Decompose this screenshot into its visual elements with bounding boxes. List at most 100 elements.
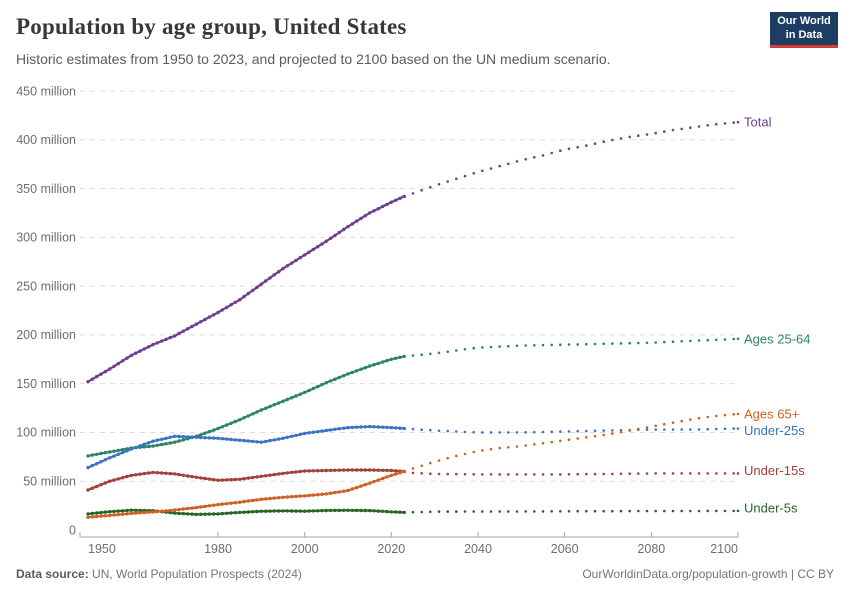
x-axis-tick-label: 1950 <box>88 542 116 556</box>
series-projection-dot <box>706 124 709 127</box>
series-projection-dot <box>723 427 727 431</box>
series-projection-dot <box>602 140 605 143</box>
series-projection-dot <box>541 510 545 513</box>
series-projection-dot <box>645 509 649 513</box>
series-under-15s[interactable]: Under-15s <box>86 463 805 492</box>
series-projection-dot <box>515 510 519 513</box>
series-projection-dot <box>411 192 415 195</box>
series-projection-dot <box>715 472 718 475</box>
series-projection-dot <box>736 509 740 513</box>
series-projection-dot <box>498 473 502 476</box>
series-projection-dot <box>637 341 640 345</box>
series-projection-dot <box>541 473 545 476</box>
series-projection-dot <box>576 343 579 346</box>
series-projection-dot <box>732 337 735 341</box>
series-projection-dot <box>437 429 441 433</box>
series-projection-dot <box>585 144 588 147</box>
series-projection-dot <box>429 461 432 465</box>
series-projection-dot <box>481 169 484 173</box>
series-projection-dot <box>420 428 424 432</box>
series-projection-dot <box>680 419 683 423</box>
series-projection-dot <box>567 430 571 433</box>
series-ages-25-64[interactable]: Ages 25-64 <box>86 331 811 458</box>
chart-footer: Data source: UN, World Population Prospe… <box>16 567 834 581</box>
series-projection-dot <box>736 412 740 416</box>
series-projection-dot <box>489 167 493 170</box>
series-projection-dot <box>736 427 740 430</box>
series-projection-dot <box>654 424 657 428</box>
series-under-5s[interactable]: Under-5s <box>86 500 798 517</box>
series-projection-dot <box>472 172 476 175</box>
series-projection-dot <box>654 428 657 431</box>
series-label-under-15s[interactable]: Under-15s <box>744 463 805 478</box>
y-axis-tick-label: 400 million <box>16 133 76 147</box>
series-label-under-25s[interactable]: Under-25s <box>744 423 805 438</box>
series-projection-dot <box>559 149 562 152</box>
series-projection-dot <box>732 413 735 416</box>
series-projection-dot <box>689 126 692 129</box>
owid-logo-line2: in Data <box>785 28 823 41</box>
series-projection-dot <box>715 509 718 513</box>
series-projection-dot <box>689 418 692 421</box>
series-label-total[interactable]: Total <box>744 115 772 130</box>
series-total[interactable]: Total <box>86 115 772 384</box>
series-projection-dot <box>472 430 476 434</box>
series-projection-dot <box>481 346 484 349</box>
series-projection-dot <box>515 431 519 434</box>
series-projection-dot <box>736 120 740 124</box>
series-projection-dot <box>602 342 605 346</box>
series-projection-dot <box>663 130 666 133</box>
series-projection-dot <box>481 510 484 513</box>
series-projection-dot <box>420 353 424 357</box>
series-projection-dot <box>455 430 458 433</box>
series-projection-dot <box>455 454 458 458</box>
series-projection-dot <box>654 341 657 344</box>
series-projection-dot <box>593 142 597 145</box>
chart-subtitle: Historic estimates from 1950 to 2023, an… <box>16 51 611 67</box>
series-projection-dot <box>593 342 597 346</box>
series-projection-dot <box>689 339 692 343</box>
series-projection-dot <box>498 431 502 434</box>
series-projection-dot <box>593 509 597 513</box>
series-ages-65-[interactable]: Ages 65+ <box>86 406 799 519</box>
series-label-ages-65-[interactable]: Ages 65+ <box>744 406 799 421</box>
series-projection-dot <box>637 134 640 137</box>
series-projection-dot <box>411 427 415 431</box>
series-projection-dot <box>619 430 623 434</box>
series-projection-dot <box>706 338 709 342</box>
series-projection-dot <box>429 352 432 356</box>
series-projection-dot <box>576 509 579 513</box>
series-projection-dot <box>645 472 649 475</box>
series-label-ages-25-64[interactable]: Ages 25-64 <box>744 331 811 346</box>
series-projection-dot <box>429 185 432 189</box>
series-projection-dot <box>602 472 605 476</box>
series-projection-dot <box>515 473 519 476</box>
series-projection-dot <box>507 431 510 434</box>
series-projection-dot <box>541 343 545 347</box>
series-projection-dot <box>576 472 579 476</box>
series-projection-dot <box>567 343 571 346</box>
series-projection-dot <box>671 509 675 513</box>
series-projection-dot <box>654 131 657 135</box>
series-projection-dot <box>550 151 553 155</box>
owid-logo[interactable]: Our World in Data <box>770 12 838 48</box>
series-label-under-5s[interactable]: Under-5s <box>744 500 798 515</box>
series-projection-dot <box>559 430 562 433</box>
series-projection-dot <box>663 422 666 426</box>
series-projection-dot <box>533 430 536 434</box>
series-projection-dot <box>576 145 579 149</box>
series-projection-dot <box>567 473 571 476</box>
series-projection-dot <box>637 509 640 513</box>
credit-link[interactable]: OurWorldinData.org/population-growth | C… <box>582 567 834 581</box>
x-axis-tick-label: 2080 <box>637 542 665 556</box>
series-projection-dot <box>472 473 476 476</box>
series-projection-dot <box>585 429 588 433</box>
series-projection-dot <box>697 472 701 475</box>
series-projection-dot <box>723 413 727 417</box>
series-under-25s[interactable]: Under-25s <box>86 423 805 470</box>
series-projection-dot <box>533 510 536 513</box>
series-projection-dot <box>611 342 614 345</box>
series-projection-dot <box>637 472 640 475</box>
